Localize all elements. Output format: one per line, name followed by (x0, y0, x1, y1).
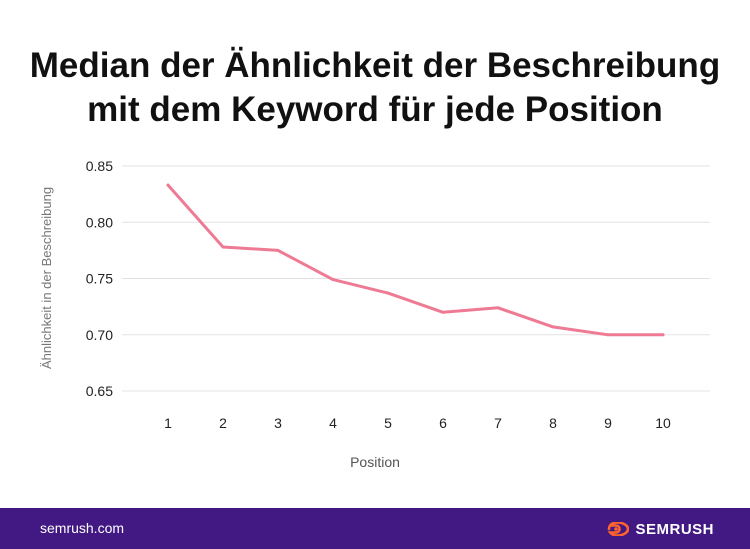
semrush-logo: SEMRUSH (607, 519, 714, 539)
x-tick-label: 2 (219, 415, 227, 431)
line-chart: 0.85 0.80 0.75 0.70 0.65 1 2 3 4 5 6 7 8 9 10 Ähnlich… (39, 158, 710, 470)
data-point (386, 291, 390, 295)
x-tick-label: 6 (439, 415, 447, 431)
footer-bar: semrush.com SEMRUSH (0, 508, 750, 549)
x-tick-label: 8 (549, 415, 557, 431)
x-tick-label: 3 (274, 415, 282, 431)
data-series (166, 183, 665, 337)
gridlines (122, 165, 710, 392)
data-point (496, 306, 500, 310)
x-tick-label: 4 (329, 415, 337, 431)
x-tick-label: 10 (655, 415, 671, 431)
data-point (331, 278, 335, 282)
x-axis-tick-labels: 1 2 3 4 5 6 7 8 9 10 (164, 415, 671, 431)
chart-title-line-1: Median der Ähnlichkeit der Beschreibung (29, 46, 721, 85)
data-point (166, 183, 170, 187)
chart-title-line-2: mit dem Keyword für jede Position (87, 90, 663, 129)
data-point (606, 333, 610, 337)
y-axis-label: Ähnlichkeit in der Beschreibung (39, 187, 54, 369)
y-axis-tick-labels: 0.85 0.80 0.75 0.70 0.65 (86, 158, 113, 399)
x-tick-label: 1 (164, 415, 172, 431)
series-line (166, 183, 665, 337)
brand-name: SEMRUSH (635, 520, 714, 538)
footer-domain[interactable]: semrush.com (40, 520, 125, 536)
y-tick-label: 0.80 (86, 214, 113, 230)
data-point (221, 245, 225, 249)
data-point (551, 325, 555, 329)
chart-title: Median der Ähnlichkeit der Beschreibung … (0, 44, 750, 132)
y-tick-label: 0.75 (86, 271, 113, 287)
x-axis-label: Position (350, 454, 400, 470)
data-point (276, 248, 280, 252)
x-tick-label: 5 (384, 415, 392, 431)
data-point (661, 333, 665, 337)
y-tick-label: 0.85 (86, 158, 113, 174)
semrush-flame-icon (608, 522, 630, 536)
y-tick-label: 0.70 (86, 327, 113, 343)
data-point (441, 310, 445, 314)
y-tick-label: 0.65 (86, 383, 113, 399)
x-tick-label: 7 (494, 415, 502, 431)
x-tick-label: 9 (604, 415, 612, 431)
